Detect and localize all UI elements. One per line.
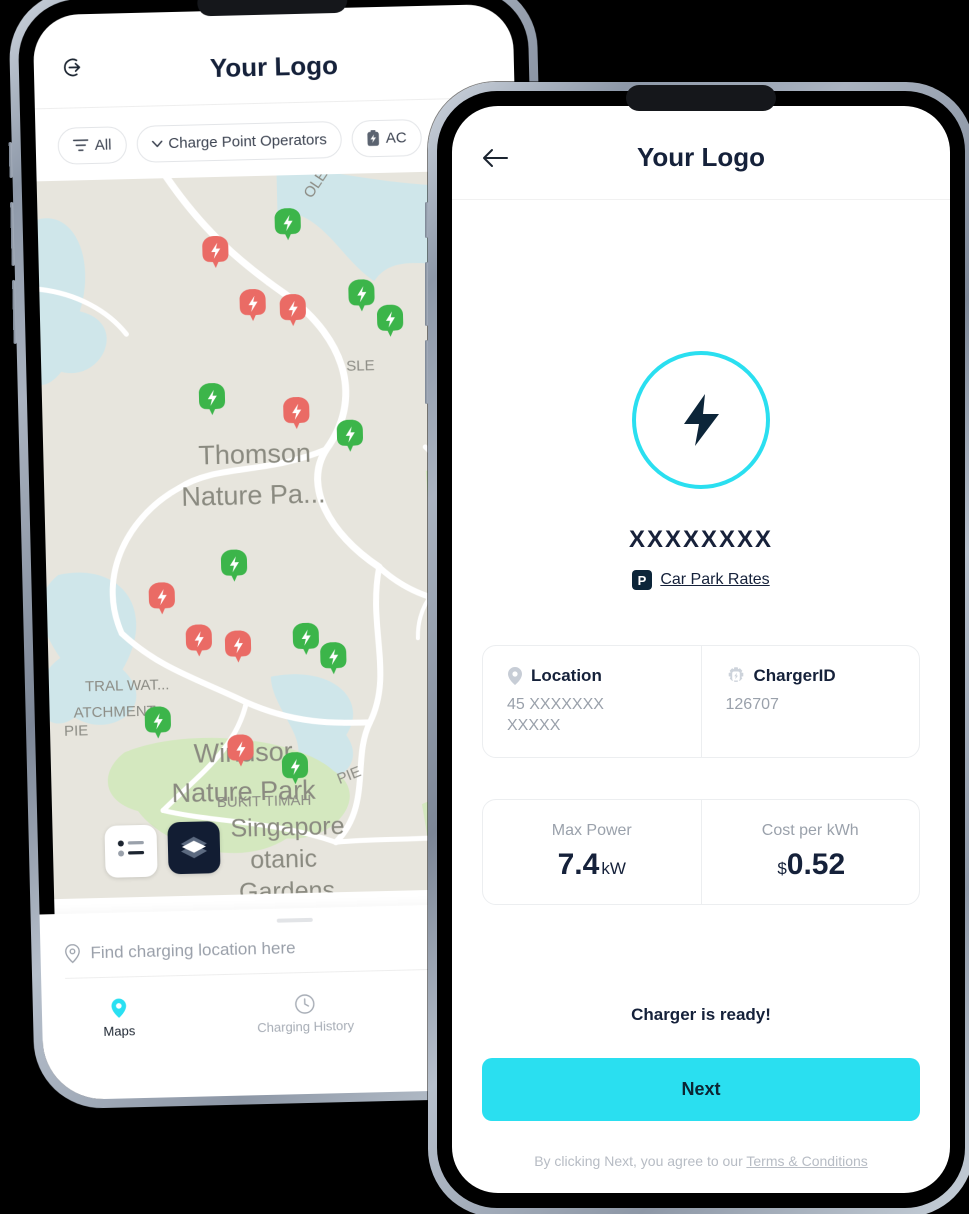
svg-text:P: P bbox=[638, 573, 647, 588]
svg-text:TRAL WAT...: TRAL WAT... bbox=[85, 676, 170, 695]
svg-text:otanic: otanic bbox=[250, 845, 317, 875]
svg-text:Thomson: Thomson bbox=[198, 438, 311, 471]
svg-text:SLE: SLE bbox=[346, 357, 375, 375]
svg-text:Gardens: Gardens bbox=[239, 876, 336, 899]
svg-text:Nature Pa...: Nature Pa... bbox=[181, 478, 326, 512]
svg-text:PIE: PIE bbox=[64, 722, 89, 740]
svg-text:Singapore: Singapore bbox=[230, 812, 345, 843]
svg-text:BUKIT TIMAH: BUKIT TIMAH bbox=[217, 792, 312, 811]
